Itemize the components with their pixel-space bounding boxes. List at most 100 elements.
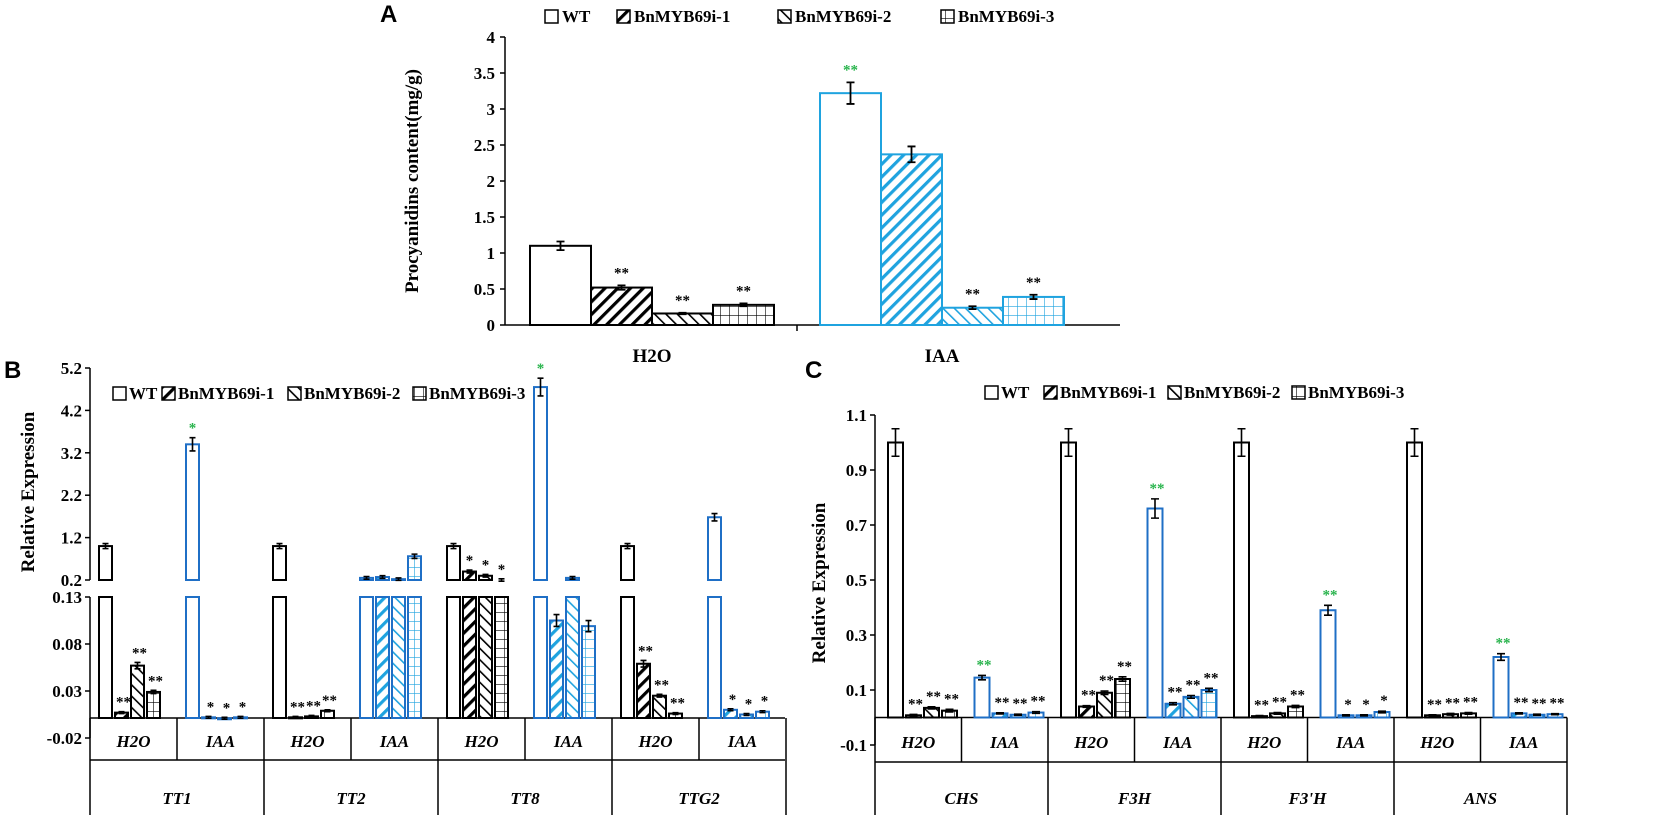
error-bar [1533, 713, 1541, 717]
bar-f3-h-h2o-0 [1233, 441, 1250, 719]
legend-swatch-bnmyb69i-2 [1167, 385, 1182, 400]
panel-c-letter: C [805, 357, 822, 384]
significance-marker: ** [1496, 636, 1511, 652]
legend-swatch-bnmyb69i-1 [1043, 385, 1058, 400]
error-bar [759, 709, 766, 714]
error-bar [585, 619, 592, 633]
error-bar [624, 542, 631, 550]
bar-tt1-h2o-0-lower [98, 596, 113, 719]
bar-ttg2-h2o-2 [652, 694, 667, 720]
legend-swatch-wt [112, 386, 127, 401]
gene-label-chs: CHS [944, 789, 978, 808]
significance-marker: * [729, 692, 737, 708]
significance-marker: ** [1081, 688, 1096, 704]
error-bar [996, 712, 1004, 715]
significance-marker: ** [995, 695, 1010, 711]
bar-tt2-h2o-0-upper [272, 545, 287, 582]
error-bar [379, 574, 386, 580]
bar-ans-h2o-0 [1406, 441, 1423, 719]
error-bar [968, 305, 977, 311]
bar-bnmyb69i-3-h2o [712, 303, 775, 326]
bar-tt8-iaa-3 [581, 625, 596, 720]
bar-ttg2-h2o-1 [636, 662, 651, 719]
bar-bnmyb69i-2-iaa [941, 306, 1004, 327]
bar-ttg2-iaa-0-lower [707, 596, 722, 719]
error-bar [1255, 714, 1264, 718]
legend-label-wt: WT [1001, 383, 1030, 402]
treatment-label-h2o: H2O [638, 732, 673, 751]
y-tick-label: 0.7 [846, 516, 868, 535]
significance-marker: ** [1272, 695, 1287, 711]
treatment-label-iaa: IAA [1335, 733, 1365, 752]
bar-tt2-h2o-0-lower [272, 596, 287, 719]
error-bar [1410, 427, 1419, 458]
treatment-label-h2o: H2O [1419, 733, 1454, 752]
y-tick-label: 5.2 [61, 359, 82, 378]
error-bar [324, 709, 331, 713]
y-tick-label: 2.5 [474, 136, 495, 155]
bar-chs-iaa-0 [973, 676, 991, 719]
panel-c-chart: -0.1 0.1 0.3 0.5 0.7 0.9 1.1 Relative Expressio… [809, 383, 1568, 815]
bar-f3-h-iaa-0 [1319, 609, 1337, 719]
error-bar [640, 659, 647, 668]
panel-a-chart: 0 0.5 1 1.5 2 2.5 3 3.5 4 Procyanidins content(mg… [402, 7, 1120, 367]
error-bar [482, 573, 489, 578]
treatment-label-iaa: IAA [1508, 733, 1538, 752]
significance-marker: ** [944, 691, 959, 707]
significance-marker: ** [1168, 685, 1183, 701]
bar-tt8-h2o-0-upper [446, 545, 461, 582]
significance-marker: * [1380, 693, 1388, 709]
legend-swatch-wt [984, 385, 999, 400]
treatment-label-h2o: H2O [1246, 733, 1281, 752]
bar-bnmyb69i-2-h2o [651, 312, 714, 327]
error-bar [450, 542, 457, 550]
bar-tt8-h2o-2-lower [478, 596, 493, 719]
significance-marker: ** [1031, 694, 1046, 710]
y-tick-label: 4 [487, 28, 496, 47]
bar-tt1-h2o-3 [146, 690, 161, 720]
error-bar [102, 542, 109, 550]
y-tick-label: 0.1 [846, 681, 867, 700]
bar-ttg2-iaa-0-upper [707, 516, 722, 581]
error-bar [739, 302, 748, 308]
error-bar [678, 311, 687, 316]
bar-tt2-iaa-1-lower [375, 596, 390, 719]
bar-tt8-h2o-0-lower [446, 596, 461, 719]
error-bar [1342, 713, 1350, 717]
error-bar [743, 712, 750, 717]
treatment-label-iaa: IAA [1162, 733, 1192, 752]
y-axis-title: Relative Expression [809, 502, 830, 663]
error-bar [1205, 687, 1213, 693]
error-bar [1360, 713, 1368, 717]
treatment-label-h2o: H2O [1073, 733, 1108, 752]
error-bar [308, 714, 315, 719]
bar-bnmyb69i-1-h2o [590, 286, 653, 326]
y-tick-label: 1.1 [846, 406, 867, 425]
bar-tt8-iaa-2-lower [565, 596, 580, 719]
bar-tt8-iaa-0-upper [533, 386, 548, 581]
significance-marker: ** [1117, 659, 1132, 675]
error-bar [1032, 710, 1040, 715]
y-tick-label: 0.08 [52, 635, 82, 654]
significance-marker: ** [1445, 695, 1460, 711]
significance-marker: ** [116, 695, 131, 711]
error-bar [1378, 710, 1386, 714]
legend-label-bnmyb69i-1: BnMYB69i-1 [178, 384, 274, 403]
bar-tt8-iaa-0-lower [533, 596, 548, 719]
error-bar [292, 715, 299, 720]
bar-ttg2-h2o-0-upper [620, 545, 635, 582]
bar-tt2-iaa-2-lower [391, 596, 406, 719]
legend-swatch-bnmyb69i-3 [412, 386, 427, 401]
legend-swatch-bnmyb69i-2 [287, 386, 302, 401]
y-tick-label: 0.5 [474, 280, 495, 299]
bar-f3h-iaa-1 [1164, 702, 1182, 719]
error-bar [1446, 712, 1455, 716]
error-bar [1082, 704, 1091, 709]
significance-marker: * [239, 699, 247, 715]
error-bar [205, 715, 212, 720]
y-tick-label: 0.9 [846, 461, 867, 480]
bar-tt2-iaa-3-upper [407, 555, 422, 581]
legend-label-bnmyb69i-1: BnMYB69i-1 [634, 7, 730, 26]
legend-label-bnmyb69i-2: BnMYB69i-2 [795, 7, 891, 26]
significance-marker: * [498, 562, 506, 578]
